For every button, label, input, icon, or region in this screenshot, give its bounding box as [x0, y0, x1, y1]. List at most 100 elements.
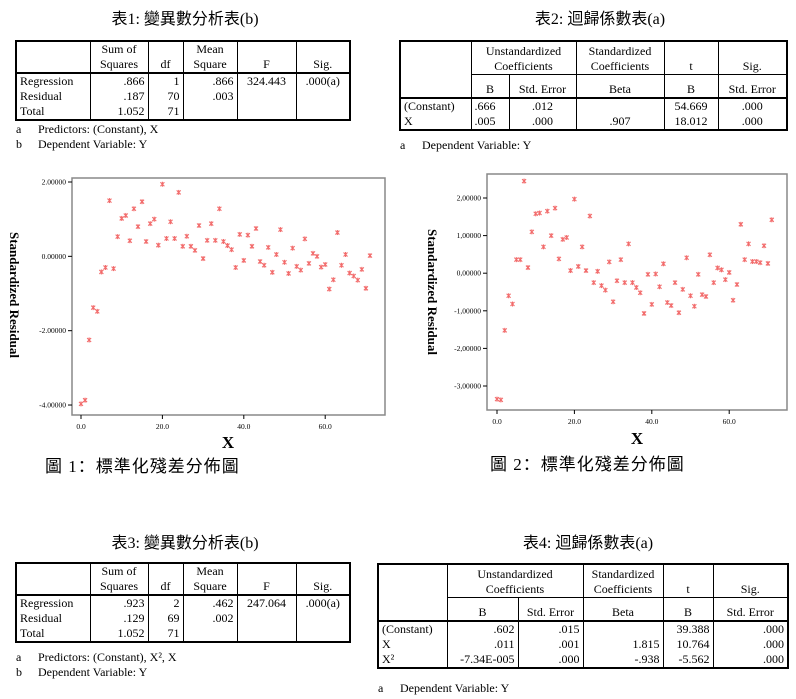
group-header: t: [662, 564, 713, 598]
data-point: [355, 277, 361, 283]
chart1-x-axis-label: X: [221, 433, 235, 452]
data-point: [734, 281, 740, 287]
table-footnote: b Dependent Variable: Y: [16, 665, 177, 680]
x-tick-label: 60.0: [723, 417, 736, 426]
data-point: [94, 308, 100, 314]
data-point: [498, 397, 504, 403]
table-row: Residual .129 69.002: [16, 611, 350, 626]
table-cell: 1.052: [89, 626, 148, 642]
data-point: [645, 271, 651, 277]
table-cell: .000: [712, 652, 788, 668]
data-point: [363, 285, 369, 291]
data-point: [225, 243, 230, 249]
table-row: (Constant) .666.012 54.669.000: [400, 98, 787, 114]
data-point: [575, 263, 581, 269]
table-row: X .005.000.907 18.012.000: [400, 114, 787, 130]
table3-notes: a Predictors: (Constant), X², X b Dependent…: [16, 650, 177, 680]
data-point: [579, 244, 585, 250]
data-point: [568, 268, 573, 274]
data-point: [680, 286, 686, 292]
group-header: Sig.: [712, 564, 788, 598]
table-cell: .000: [717, 114, 787, 130]
footnote-text: Predictors: (Constant), X: [38, 122, 159, 136]
data-point: [533, 211, 539, 217]
data-point: [703, 294, 709, 300]
y-tick-label: 2.00000: [42, 178, 67, 187]
table2-notes: a Dependent Variable: Y: [400, 138, 531, 153]
table-row: Residual .187 70.003: [16, 89, 350, 104]
table1-title: 表1: 變異數分析表(b): [111, 11, 259, 28]
y-tick-label: 1,00000: [457, 231, 482, 240]
y-tick-label: -3,00000: [454, 382, 481, 391]
data-point: [343, 251, 348, 257]
data-point: [282, 259, 287, 265]
table-cell: 69: [147, 611, 183, 626]
data-point: [253, 225, 259, 231]
data-point: [123, 212, 129, 218]
data-point: [160, 181, 165, 187]
data-point: [688, 293, 693, 299]
data-point: [653, 271, 659, 277]
table-cell: 54.669: [663, 98, 718, 114]
data-point: [722, 277, 728, 283]
table3-title: 表3: 變異數分析表(b): [111, 535, 259, 552]
data-point: [151, 216, 157, 222]
empty-header-cell: [378, 564, 448, 622]
data-point: [757, 260, 763, 266]
table-footnote: a Dependent Variable: Y: [400, 138, 531, 153]
footnote-marker: a: [16, 122, 22, 136]
data-point: [633, 284, 639, 290]
group-header-row: Unstandardized Coefficients Standardized …: [378, 564, 788, 622]
data-point: [359, 266, 365, 272]
table-cell: .907: [575, 114, 664, 130]
sub-header: B: [663, 74, 718, 99]
data-point: [544, 208, 550, 214]
data-point: [90, 305, 96, 311]
data-point: [765, 260, 771, 266]
data-point: [761, 243, 767, 249]
table-cell: .012: [508, 98, 576, 114]
y-tick-label: 2,00000: [457, 194, 482, 203]
footnote-marker: a: [400, 138, 406, 152]
footnote-marker: a: [378, 681, 384, 695]
data-point: [610, 299, 616, 305]
data-point: [78, 401, 84, 407]
x-tick-label: 40.0: [645, 417, 658, 426]
footnote-text: Dependent Variable: Y: [38, 137, 148, 151]
data-point: [261, 262, 267, 268]
sub-header-row: B Std. Error Beta B Std. Error: [400, 74, 787, 99]
data-point: [278, 227, 283, 233]
group-header: Sig.: [717, 41, 787, 75]
x-tick-label: 60.0: [319, 422, 332, 431]
data-point: [564, 234, 570, 240]
y-axis-label: Standardized Residual: [7, 232, 22, 358]
x-tick-label: 0.0: [492, 417, 502, 426]
data-point: [335, 230, 340, 236]
table-cell: 247.064: [236, 595, 296, 611]
column-header: F: [236, 41, 296, 74]
column-header: F: [236, 563, 296, 596]
data-point: [286, 270, 291, 276]
data-point: [184, 233, 190, 239]
data-point: [249, 243, 255, 249]
data-point: [245, 232, 251, 238]
data-point: [626, 241, 631, 247]
data-point: [310, 250, 316, 256]
sub-header: Std. Error: [712, 597, 788, 622]
table-cell: 18.012: [663, 114, 718, 130]
data-point: [103, 264, 108, 270]
table-cell: [295, 89, 350, 104]
table-cell: .000: [517, 652, 583, 668]
footnote-text: Predictors: (Constant), X², X: [38, 650, 177, 664]
data-point: [583, 268, 589, 274]
table-cell: 71: [147, 626, 183, 642]
table-cell: -5.562: [662, 652, 713, 668]
data-point: [641, 310, 647, 316]
data-point: [591, 280, 597, 286]
header-row: Sum of Squares df Mean Square F Sig.: [16, 41, 350, 74]
row-label: Residual: [20, 89, 62, 103]
data-point: [726, 269, 732, 275]
sub-header: Beta: [575, 74, 664, 99]
data-point: [257, 259, 263, 265]
data-point: [506, 293, 511, 299]
